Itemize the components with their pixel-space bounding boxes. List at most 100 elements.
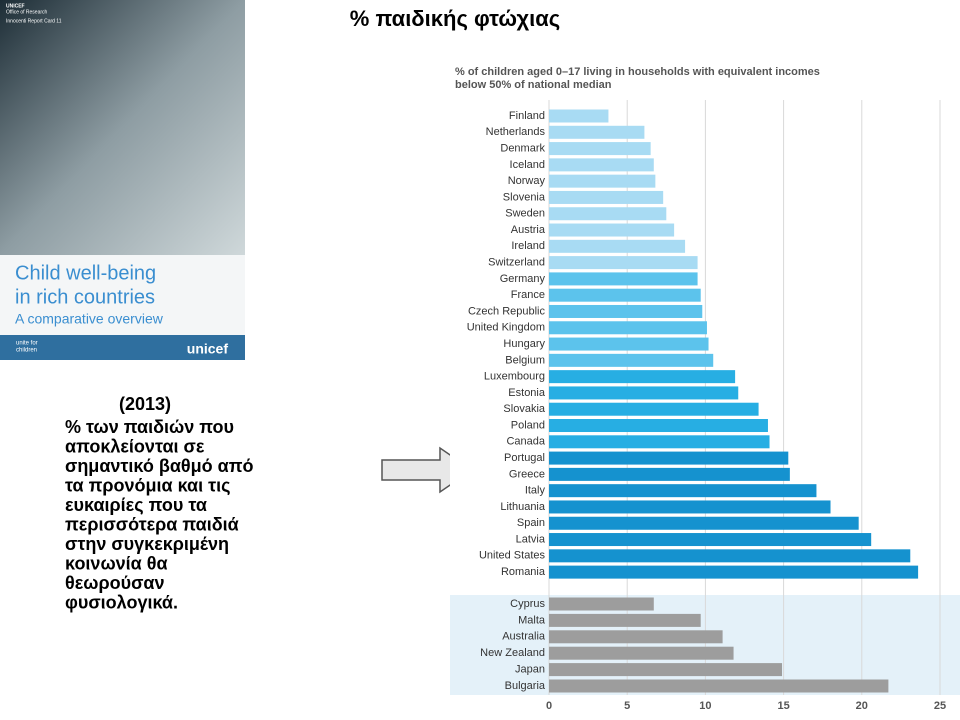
y-tick-label: Ireland <box>511 240 545 252</box>
bar <box>549 304 703 318</box>
y-tick-label: Austria <box>511 224 546 236</box>
bar <box>549 500 831 514</box>
bar <box>549 190 664 204</box>
bar <box>549 549 911 563</box>
y-tick-label: Belgium <box>505 354 545 366</box>
chart-title: below 50% of national median <box>455 79 612 91</box>
y-tick-label: Australia <box>502 631 546 643</box>
cover-title: in rich countries <box>15 286 155 308</box>
y-tick-label: United States <box>479 550 546 562</box>
y-tick-label: New Zealand <box>480 647 545 659</box>
note-line: θεωρούσαν <box>65 573 164 593</box>
y-tick-label: Bulgaria <box>505 680 546 692</box>
bar <box>549 321 707 335</box>
y-tick-label: Sweden <box>505 208 545 220</box>
y-tick-label: Poland <box>511 419 545 431</box>
bar <box>549 370 736 384</box>
cover-photo <box>0 0 245 255</box>
x-tick-label: 10 <box>699 700 711 712</box>
bar <box>549 353 714 367</box>
y-tick-label: United Kingdom <box>467 322 545 334</box>
y-tick-label: Slovenia <box>503 191 546 203</box>
y-tick-label: Greece <box>509 468 545 480</box>
y-tick-label: Japan <box>515 664 545 676</box>
bar <box>549 533 872 547</box>
y-tick-label: Latvia <box>516 533 546 545</box>
bar <box>549 239 686 253</box>
x-tick-label: 5 <box>624 700 630 712</box>
x-tick-label: 15 <box>777 700 789 712</box>
bar <box>549 516 859 530</box>
cover-org: UNICEF <box>6 3 25 9</box>
y-tick-label: Norway <box>508 175 546 187</box>
bar <box>549 467 790 481</box>
x-tick-label: 20 <box>856 700 868 712</box>
cover-series: Innocenti Report Card 11 <box>6 18 62 24</box>
x-tick-label: 0 <box>546 700 552 712</box>
bar <box>549 386 739 400</box>
y-tick-label: Canada <box>506 436 545 448</box>
y-tick-label: Netherlands <box>486 126 546 138</box>
bar <box>549 565 919 579</box>
bar <box>549 158 654 172</box>
note-line: περισσότερα παιδιά <box>65 514 239 534</box>
note-line: ευκαιρίες που τα <box>65 495 207 515</box>
note-line: αποκλείονται σε <box>65 436 205 456</box>
note-line: τα προνόμια και τις <box>65 475 231 495</box>
y-tick-label: Estonia <box>508 387 546 399</box>
y-tick-label: Czech Republic <box>468 305 546 317</box>
note-line: φυσιολογικά. <box>65 592 178 612</box>
y-tick-label: Denmark <box>500 142 545 154</box>
y-tick-label: Portugal <box>504 452 545 464</box>
bar <box>549 419 768 433</box>
bar <box>549 337 709 351</box>
y-tick-label: Italy <box>525 485 546 497</box>
cover-panel <box>0 255 245 335</box>
slide-title: % παιδικής φτώχιας <box>350 6 560 31</box>
bar <box>549 630 723 644</box>
x-tick-label: 25 <box>934 700 946 712</box>
bar <box>549 679 889 693</box>
y-tick-label: Cyprus <box>510 598 545 610</box>
bar <box>549 597 654 611</box>
bar <box>549 207 667 221</box>
y-tick-label: Finland <box>509 110 545 122</box>
bar <box>549 435 770 449</box>
y-tick-label: Spain <box>517 517 545 529</box>
note-line: % των παιδιών που <box>65 417 234 437</box>
y-tick-label: Romania <box>501 566 546 578</box>
bar <box>549 223 675 237</box>
note-line: σημαντικό βαθμό από <box>65 456 254 476</box>
bar <box>549 402 759 416</box>
cover-subtitle: A comparative overview <box>15 311 164 327</box>
bar <box>549 663 783 677</box>
bar <box>549 451 789 465</box>
y-tick-label: Switzerland <box>488 257 545 269</box>
bar <box>549 613 701 627</box>
y-tick-label: Lithuania <box>500 501 546 513</box>
cover-logo: unicef <box>187 341 229 357</box>
bar <box>549 125 645 139</box>
cover-strip <box>0 335 245 360</box>
y-tick-label: Iceland <box>510 159 545 171</box>
cover-slogan: unite for <box>16 341 38 347</box>
bar <box>549 484 817 498</box>
note-line: στην συγκεκριμένη <box>65 534 229 554</box>
bar <box>549 142 651 156</box>
bar <box>549 256 698 270</box>
y-tick-label: Malta <box>518 614 546 626</box>
bar <box>549 174 656 188</box>
bar <box>549 109 609 123</box>
y-tick-label: Luxembourg <box>484 371 545 383</box>
y-tick-label: France <box>511 289 545 301</box>
y-tick-label: Hungary <box>503 338 545 350</box>
cover-org: Office of Research <box>6 9 48 15</box>
chart-title: % of children aged 0–17 living in househ… <box>455 66 820 78</box>
bar <box>549 288 701 302</box>
bar <box>549 646 734 660</box>
cover-slogan: children <box>16 348 37 354</box>
bar <box>549 272 698 286</box>
cover-title: Child well-being <box>15 262 156 284</box>
